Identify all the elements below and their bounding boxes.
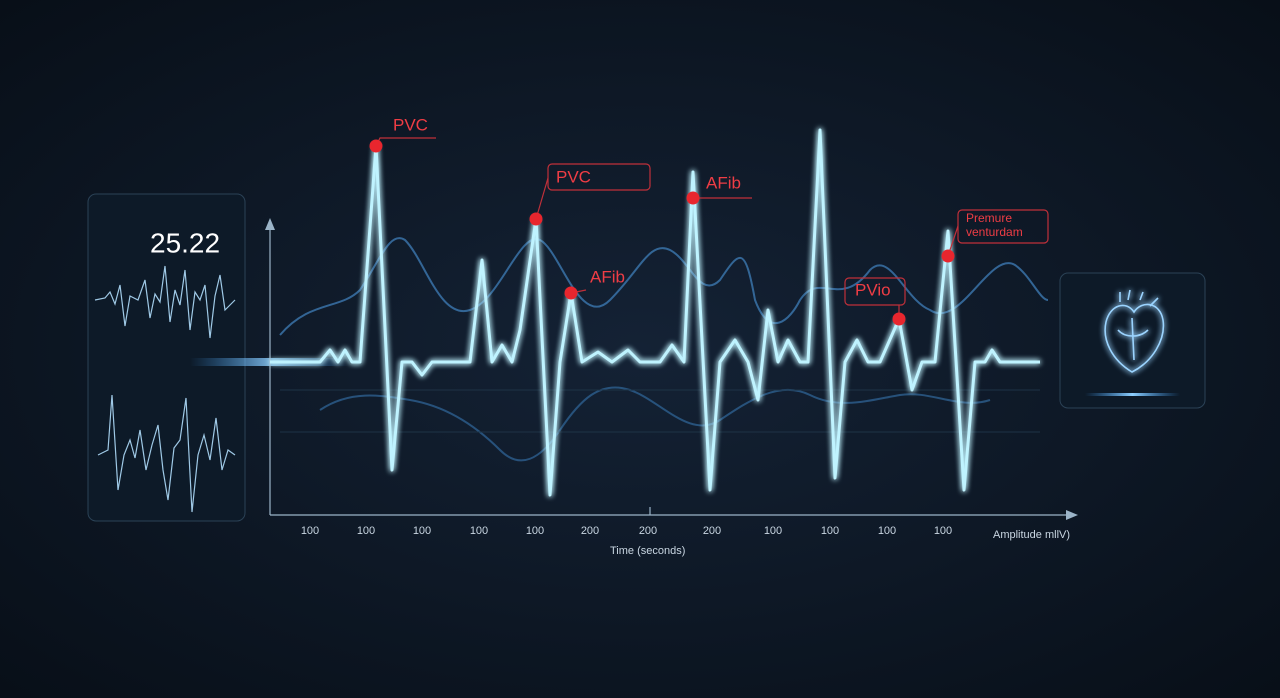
x-tick-label: 100	[878, 525, 896, 537]
x-axis-label: Time (seconds)	[610, 545, 685, 557]
x-tick-label: 100	[764, 525, 782, 537]
x-tick-label: 100	[526, 525, 544, 537]
annotation-dot	[369, 139, 383, 153]
y-axis-label: Amplitude mllV)	[993, 529, 1070, 541]
annotation-box	[547, 163, 651, 191]
background-wave	[279, 237, 1049, 336]
x-tick-label: 200	[581, 525, 599, 537]
annotation-dot	[941, 249, 955, 263]
x-axis-arrow	[1066, 510, 1078, 520]
y-axis-arrow	[265, 218, 275, 230]
annotation-label: Premure	[966, 211, 1012, 225]
x-tick-label: 200	[639, 525, 657, 537]
x-tick-label: 100	[357, 525, 375, 537]
mini-wave	[97, 394, 236, 513]
annotation-label: PVio	[855, 280, 891, 299]
annotation-dot	[529, 212, 543, 226]
annotation-dot	[686, 191, 700, 205]
annotation-dot	[892, 312, 906, 326]
x-tick-label: 100	[470, 525, 488, 537]
panel-glow	[1085, 393, 1180, 396]
x-tick-label: 100	[934, 525, 952, 537]
ecg-trace	[270, 128, 1040, 497]
annotation-box	[844, 277, 906, 306]
annotation-label: venturdam	[966, 225, 1023, 239]
x-tick-label: 100	[821, 525, 839, 537]
x-tick-label: 200	[703, 525, 721, 537]
annotation-label: PVC	[393, 115, 428, 134]
x-tick-label: 100	[301, 525, 319, 537]
left-panel	[87, 193, 246, 522]
axes	[269, 222, 1072, 516]
annotation-dot	[564, 286, 578, 300]
annotation-leader	[535, 177, 549, 220]
mini-wave	[94, 265, 236, 339]
annotation-label: AFib	[590, 267, 625, 286]
x-tick-label: 100	[413, 525, 431, 537]
readout: 25.22	[150, 227, 220, 258]
annotation-label: AFib	[706, 173, 741, 192]
heart-icon	[1104, 289, 1165, 373]
annotation-label: PVC	[556, 167, 591, 186]
